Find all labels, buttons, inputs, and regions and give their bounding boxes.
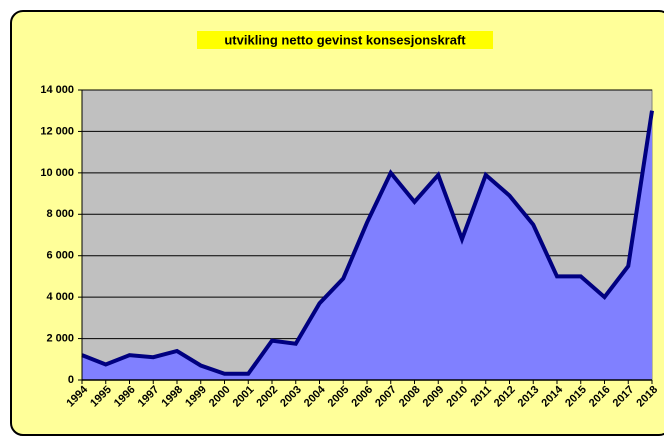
area bbox=[82, 110, 652, 380]
y-tick-label: 12 000 bbox=[40, 125, 74, 137]
area-line bbox=[81, 110, 654, 376]
y-tick-label: 4 000 bbox=[46, 291, 74, 303]
y-tick-label: 14 000 bbox=[40, 84, 74, 96]
y-tick-label: 10 000 bbox=[40, 167, 74, 179]
y-tick-label: 8 000 bbox=[46, 208, 74, 220]
chart-title: utvikling netto gevinst konsesjonskraft bbox=[224, 32, 466, 47]
y-tick-label: 6 000 bbox=[46, 250, 74, 262]
title-highlight bbox=[197, 31, 493, 49]
y-tick-label: 2 000 bbox=[46, 332, 74, 344]
y-tick-label: 0 bbox=[68, 374, 74, 386]
